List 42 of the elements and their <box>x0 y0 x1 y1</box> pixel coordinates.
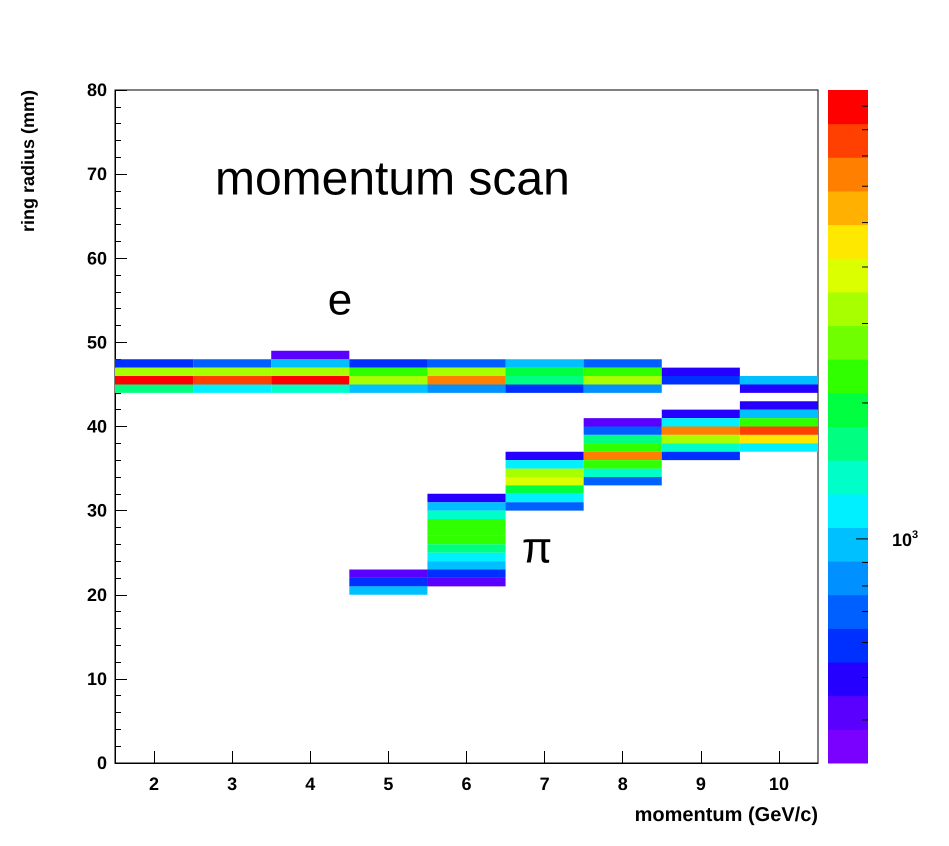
x-tick-label: 7 <box>540 774 550 794</box>
bar <box>740 434 818 444</box>
bar <box>427 384 506 393</box>
y-tick-label: 80 <box>86 80 107 100</box>
bar <box>506 476 584 486</box>
bar <box>427 561 506 570</box>
bar <box>740 401 818 410</box>
bar <box>506 485 584 494</box>
x-tick-label: 5 <box>383 774 394 794</box>
y-tick-label: 30 <box>86 500 107 521</box>
bar <box>584 384 662 393</box>
bar <box>115 376 194 384</box>
y-tick-label: 70 <box>86 164 107 184</box>
bar <box>427 368 506 376</box>
bar <box>427 510 506 520</box>
bar <box>193 359 272 368</box>
x-tick-label: 4 <box>305 774 316 794</box>
bar <box>740 426 818 435</box>
x-tick-label: 9 <box>696 774 706 794</box>
bar <box>349 586 428 595</box>
y-tick-label: 40 <box>86 416 107 436</box>
bar <box>427 544 506 553</box>
bar <box>271 376 350 384</box>
y-tick-label: 0 <box>96 753 107 773</box>
y-tick-label: 20 <box>86 584 107 605</box>
x-tick-label: 6 <box>461 774 472 794</box>
bar <box>427 552 506 562</box>
bar <box>584 359 662 368</box>
bar <box>271 350 350 360</box>
bar <box>427 359 506 368</box>
y-tick-label: 60 <box>86 248 107 268</box>
x-tick-label: 8 <box>618 774 628 794</box>
y-tick-label: 10 <box>86 668 107 689</box>
x-tick-label: 10 <box>768 774 789 794</box>
x-axis-title: momentum (GeV/c) <box>634 804 818 826</box>
text: momentum scan <box>215 152 570 206</box>
annotation: e <box>328 276 352 324</box>
annotation: π <box>522 524 552 572</box>
x-tick-label: 3 <box>227 774 238 794</box>
x-tick-label: 2 <box>149 774 160 794</box>
y-tick-label: 50 <box>86 332 107 352</box>
y-axis-title: ring radius (mm) <box>18 90 38 232</box>
